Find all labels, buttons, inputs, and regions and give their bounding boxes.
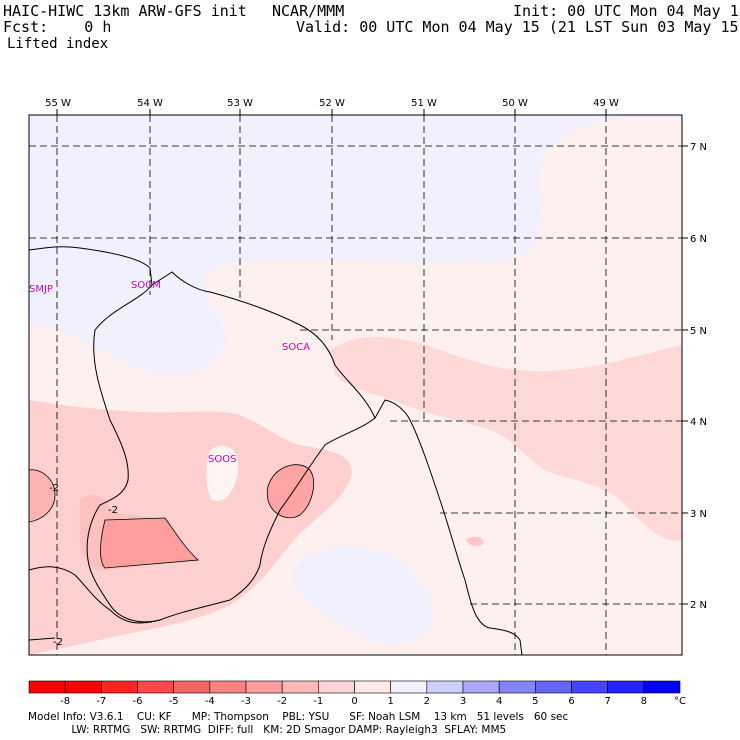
border-suriname-frguiana — [229, 417, 376, 601]
colorbar-swatch — [354, 680, 391, 694]
lon-label-50w: 50 W — [502, 98, 528, 109]
lat-label-4n: 4 N — [690, 417, 707, 428]
colorbar-swatch — [607, 680, 645, 694]
lon-label-53w: 53 W — [227, 98, 253, 109]
negative-region-southwest — [29, 400, 352, 655]
init-time: Init: 00 UTC Mon 04 May 15 — [513, 2, 740, 20]
colorbar-swatch — [643, 680, 681, 694]
colorbar-label: 0 — [351, 696, 357, 707]
colorbar-swatch — [318, 680, 355, 694]
colorbar-swatch — [281, 680, 319, 694]
lon-label-55w: 55 W — [45, 98, 71, 109]
negative-speck — [466, 536, 484, 547]
colorbar-label: -5 — [169, 696, 179, 707]
lat-label-3n: 3 N — [690, 509, 707, 520]
colorbar-label: 6 — [568, 696, 574, 707]
colorbar-label: 3 — [460, 696, 466, 707]
colorbar-swatch — [390, 680, 428, 694]
lat-label-5n: 5 N — [690, 326, 707, 337]
colorbar-label: -4 — [205, 696, 215, 707]
colorbar-label: -8 — [60, 696, 70, 707]
colorbar-label: -6 — [133, 696, 143, 707]
colorbar-swatch — [209, 680, 247, 694]
negative-region-west-edge — [29, 469, 55, 522]
positive-region-south — [293, 546, 433, 645]
contour-label-interior: -2 — [108, 505, 118, 516]
station-smjp: SMJP — [29, 284, 53, 295]
colorbar-label: 7 — [604, 696, 610, 707]
lon-label-54w: 54 W — [137, 98, 163, 109]
colorbar-label: -2 — [277, 696, 287, 707]
lon-label-49w: 49 W — [593, 98, 619, 109]
right-ticks — [682, 145, 688, 605]
colorbar: -8 -7 -6 -5 -4 -3 -2 -1 0 1 2 3 4 5 6 7 8 °C — [28, 680, 686, 707]
graticule — [29, 115, 682, 655]
colorbar-swatch — [498, 680, 536, 694]
station-socm: SOCM — [131, 280, 161, 291]
contour-label-west: -2 — [49, 483, 59, 494]
colorbar-label: 2 — [424, 696, 430, 707]
colorbar-swatch — [245, 680, 283, 694]
colorbar-unit: °C — [674, 696, 686, 707]
neutral-patch — [206, 445, 239, 501]
top-ticks — [56, 109, 607, 115]
footer-model-info: Model Info: V3.6.1 CU: KF MP: Thompson P… — [28, 711, 569, 723]
colorbar-swatch — [426, 680, 464, 694]
organization-label: NCAR/MMM — [272, 2, 345, 20]
colorbar-swatch — [28, 680, 66, 694]
colorbar-swatch — [173, 680, 211, 694]
footer-physics-info: LW: RRTMG SW: RRTMG DIFF: full KM: 2D Sm… — [28, 724, 507, 736]
colorbar-swatch — [137, 680, 174, 694]
contour-line-a — [100, 517, 199, 569]
contour-line-b — [266, 464, 314, 519]
coastlines — [29, 246, 523, 655]
colorbar-label: -7 — [96, 696, 106, 707]
lon-label-52w: 52 W — [319, 98, 345, 109]
border-west-lower — [29, 566, 161, 624]
colorbar-swatch — [571, 680, 608, 694]
colorbar-swatch — [101, 680, 138, 694]
forecast-hour: Fcst: 0 h — [3, 18, 112, 36]
lat-label-2n: 2 N — [690, 600, 707, 611]
lon-label-51w: 51 W — [411, 98, 437, 109]
colorbar-label: 4 — [496, 696, 502, 707]
model-title: HAIC-HIWC 13km ARW-GFS init — [3, 2, 247, 20]
colorbar-label: 5 — [532, 696, 538, 707]
negative-region-east — [330, 336, 682, 541]
river-sw — [29, 637, 56, 641]
colorbar-label: -1 — [313, 696, 323, 707]
contour-line-c — [29, 469, 56, 523]
coastline-north — [29, 246, 523, 655]
colorbar-label: -3 — [241, 696, 251, 707]
colorbar-swatch — [64, 680, 102, 694]
colorbar-swatch — [462, 680, 500, 694]
station-soca: SOCA — [282, 342, 310, 353]
colorbar-label: 1 — [387, 696, 393, 707]
map-frame — [28, 114, 683, 656]
contour-label-south: -2 — [53, 637, 63, 648]
valid-time: Valid: 00 UTC Mon 04 May 15 (21 LST Sun … — [296, 18, 740, 36]
field-name: Lifted index — [7, 36, 109, 52]
lat-label-7n: 7 N — [690, 142, 707, 153]
colorbar-label: 8 — [641, 696, 647, 707]
lat-label-6n: 6 N — [690, 234, 707, 245]
positive-region-north — [29, 115, 682, 376]
border-suriname-guyana — [86, 284, 231, 623]
station-soos: SOOS — [208, 454, 236, 465]
shaded-field — [29, 115, 682, 655]
colorbar-swatch — [535, 680, 572, 694]
